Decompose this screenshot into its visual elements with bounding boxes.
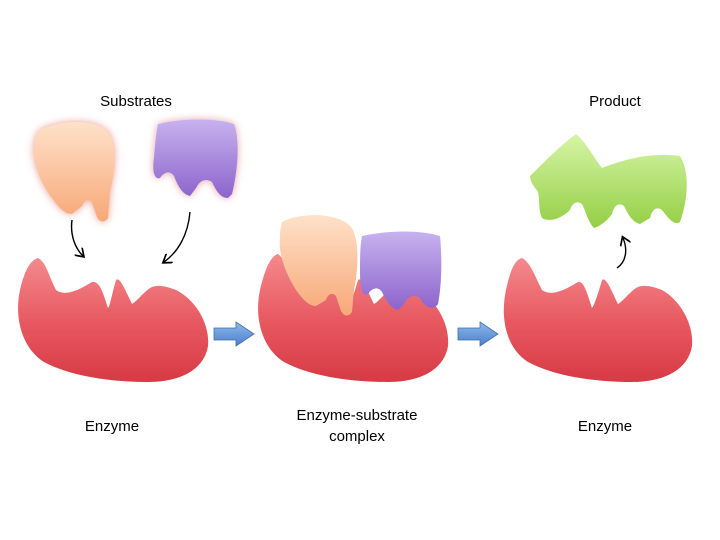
product-label: Product <box>589 93 642 110</box>
substrate-purple <box>153 119 238 198</box>
complex-substrate-purple <box>360 231 442 310</box>
complex-label-line2: complex <box>329 428 385 445</box>
arrow-icon <box>70 219 83 256</box>
process-arrow-1 <box>213 321 255 347</box>
enzyme-left-label: Enzyme <box>85 418 139 435</box>
process-arrow-2 <box>457 321 499 347</box>
enzyme-right-label: Enzyme <box>578 418 632 435</box>
product <box>530 134 687 228</box>
arrow-icon <box>164 211 191 262</box>
complex-label-line1: Enzyme-substrate <box>297 407 418 424</box>
substrates-label: Substrates <box>100 93 172 110</box>
arrow-icon <box>616 238 626 269</box>
complex-substrate-orange <box>279 215 358 316</box>
enzyme-right <box>503 258 693 382</box>
enzyme-left <box>18 258 209 382</box>
substrate-orange <box>33 122 115 222</box>
